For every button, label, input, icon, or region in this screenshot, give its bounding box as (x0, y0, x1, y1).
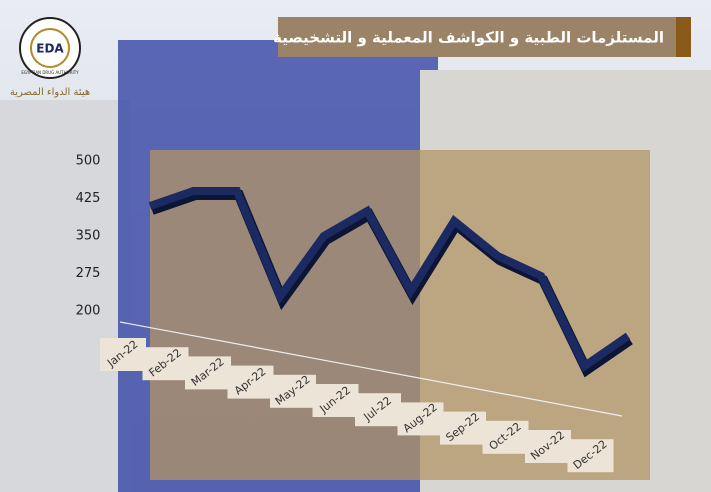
logo-arabic: هيئة الدواء المصرية (10, 87, 90, 98)
logo-ring-text: EGYPTIAN DRUG AUTHORITY (21, 70, 79, 75)
y-tick-label: 425 (76, 191, 101, 206)
y-tick-label: 200 (76, 304, 101, 319)
x-tick-box (312, 384, 359, 417)
x-tick-box (142, 347, 189, 381)
x-tick-box (227, 365, 274, 399)
x-tick-box (270, 374, 316, 408)
x-tick-box (567, 439, 614, 473)
logo-inner (30, 28, 70, 68)
x-tick-box (185, 356, 231, 390)
building-left (0, 100, 130, 492)
x-tick-box (525, 430, 571, 463)
logo-mark: EDA (36, 42, 64, 56)
title-box (278, 17, 691, 57)
y-tick-label: 350 (76, 229, 101, 244)
chart-title: المستلزمات الطبية و الكواشف المعملية و ا… (273, 29, 664, 47)
y-tick-label: 500 (76, 154, 101, 169)
x-tick-box (100, 338, 146, 371)
x-tick-box (397, 402, 444, 436)
x-tick-box (482, 420, 529, 454)
y-tick-label: 275 (76, 266, 101, 281)
decor-line (119, 321, 623, 417)
x-tick-box (355, 393, 401, 427)
line (148, 187, 631, 372)
x-tick-box (440, 411, 486, 445)
title-accent (676, 17, 691, 57)
